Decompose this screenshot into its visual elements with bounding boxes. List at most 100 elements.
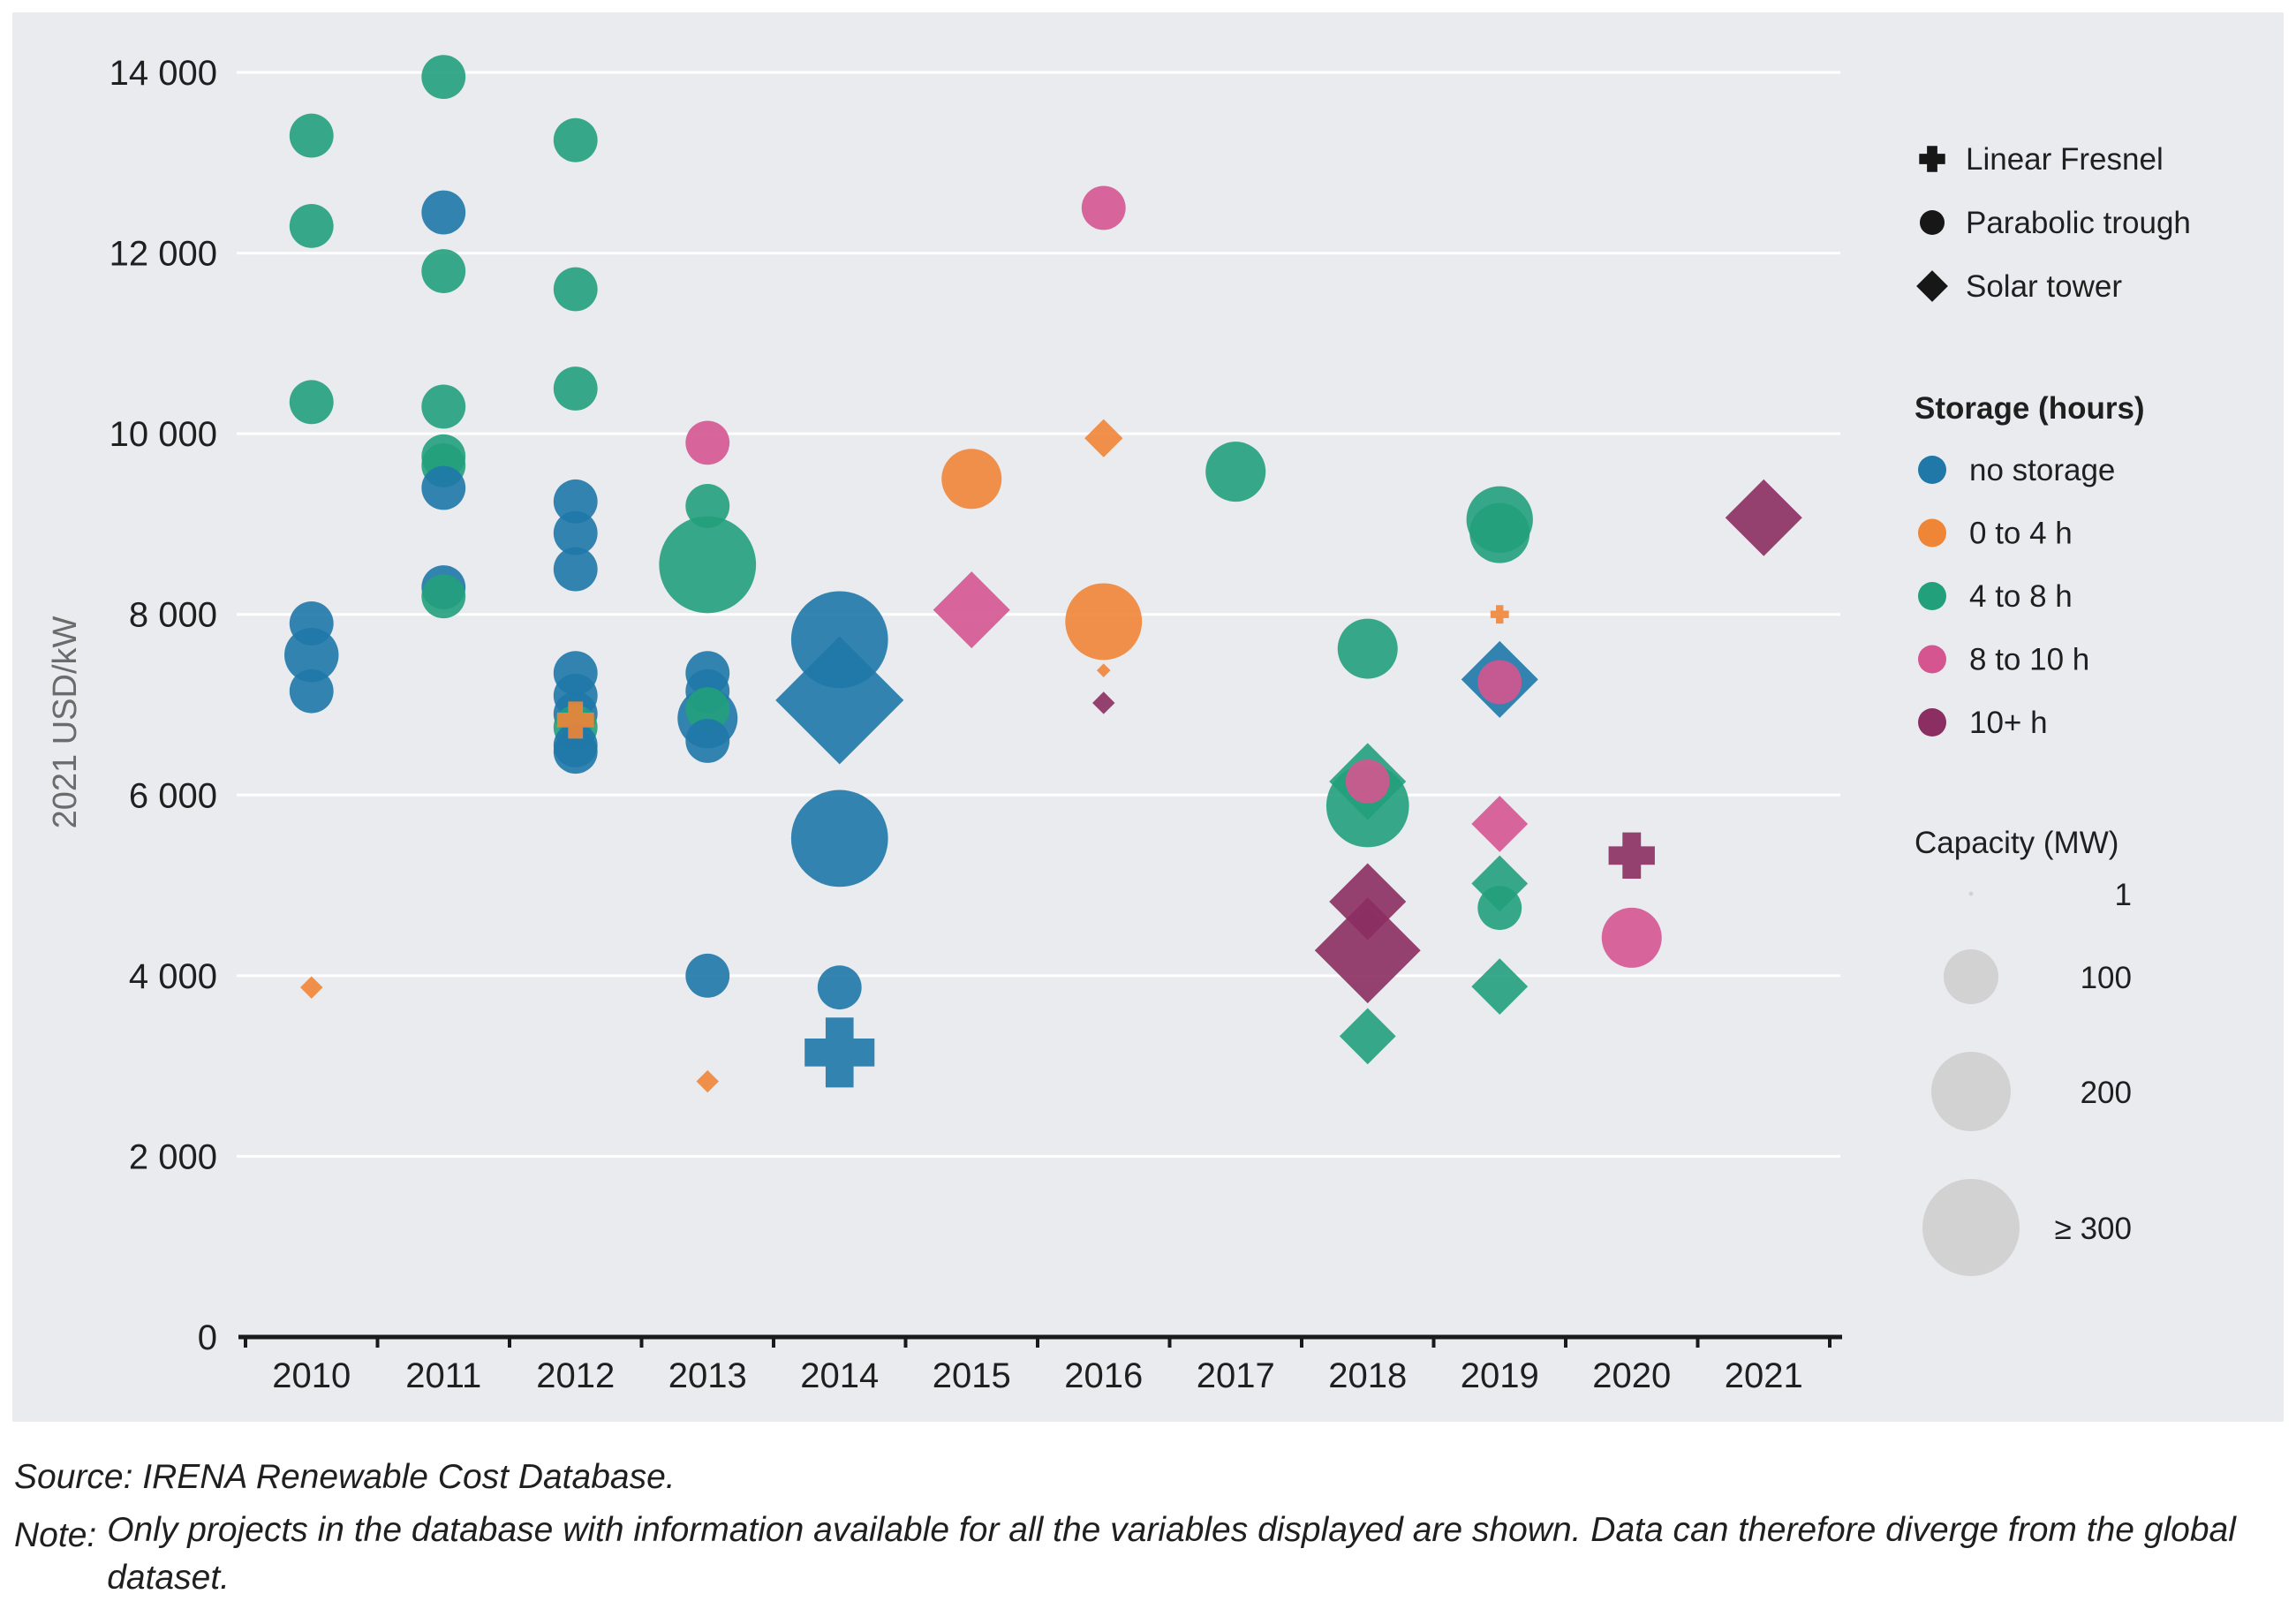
legend-storage-label: 4 to 8 h [1969, 579, 2073, 614]
data-point-trough [553, 510, 598, 555]
data-point-trough [289, 113, 334, 158]
legend-storage-label: 10+ h [1969, 706, 2048, 740]
y-tick-label: 14 000 [110, 54, 217, 93]
legend-tech-label: Linear Fresnel [1966, 142, 2164, 177]
data-point-trough [289, 601, 334, 646]
data-point-tower [300, 976, 323, 999]
y-tick-label: 4 000 [129, 957, 217, 996]
data-point-trough [421, 249, 466, 293]
data-point-trough [790, 591, 888, 689]
data-point-trough [421, 190, 466, 235]
y-tick-label: 6 000 [129, 776, 217, 815]
legend-capacity-circle [1944, 949, 1998, 1004]
data-point-tower [1092, 691, 1115, 714]
data-point-trough [685, 953, 730, 998]
data-point-trough [1081, 185, 1126, 230]
note-text: Only projects in the database with infor… [107, 1511, 2236, 1597]
note-row: Note: Only projects in the database with… [14, 1507, 2284, 1602]
x-tick-label: 2017 [1197, 1356, 1275, 1395]
y-tick-label: 2 000 [129, 1137, 217, 1176]
data-point-trough [685, 718, 730, 763]
y-tick-label: 8 000 [129, 596, 217, 635]
data-point-tower [1725, 479, 1802, 556]
data-point-trough [941, 449, 1002, 510]
legend-capacity-label: 1 [2115, 878, 2132, 912]
data-point-trough [289, 669, 334, 714]
data-point-tower [1329, 863, 1407, 940]
data-point-trough [1601, 907, 1662, 968]
x-tick-label: 2013 [668, 1356, 747, 1395]
data-point-trough [553, 547, 598, 592]
data-point-trough [1469, 502, 1530, 563]
data-point-tower [1084, 419, 1123, 457]
legend-circle-icon [1920, 210, 1945, 235]
data-point-trough [1345, 759, 1390, 804]
data-point-trough [685, 484, 730, 528]
data-point-fresnel [556, 701, 594, 739]
x-tick-label: 2019 [1461, 1356, 1539, 1395]
data-point-trough [289, 203, 334, 248]
data-point-trough [421, 574, 466, 619]
scatter-chart: 0 2 000 4 000 6 000 8 000 10 000 12 000 14 000 2… [47, 54, 2191, 1395]
x-tick-label: 2010 [272, 1356, 351, 1395]
data-point-trough [553, 729, 598, 774]
data-point-trough [421, 465, 466, 510]
data-point-trough [685, 687, 730, 732]
legend-swatch-s0_4 [1918, 518, 1946, 548]
x-tick-label: 2014 [800, 1356, 879, 1395]
data-point-trough [553, 267, 598, 312]
data-point-trough [790, 789, 888, 888]
footnotes: Source: IRENA Renewable Cost Database. N… [14, 1448, 2284, 1602]
source-line: Source: IRENA Renewable Cost Database. [14, 1458, 676, 1496]
data-point-fresnel [804, 1017, 875, 1088]
legend-diamond-icon [1916, 270, 1948, 302]
legend-capacity-circle [1922, 1179, 2020, 1276]
data-point-trough [1477, 660, 1522, 705]
data-point-tower [1096, 663, 1111, 677]
data-point-trough [553, 479, 598, 524]
legend-capacity-circle [1931, 1052, 2011, 1131]
y-tick-label: 12 000 [110, 235, 217, 274]
storage-legend-title: Storage (hours) [1915, 391, 2145, 426]
legend-storage-label: 8 to 10 h [1969, 643, 2089, 677]
legend-capacity-circle [1968, 891, 1974, 896]
legend-tech-label: Parabolic trough [1966, 206, 2191, 240]
data-point-tower [1471, 855, 1529, 912]
note-label: Note: [14, 1516, 97, 1554]
gridlines [237, 71, 1840, 1158]
data-point-tower [696, 1069, 719, 1093]
legend-swatch-s8_10 [1918, 645, 1946, 674]
data-point-tower [1314, 897, 1421, 1004]
x-tick-label: 2020 [1592, 1356, 1671, 1395]
chart-panel: 0 2 000 4 000 6 000 8 000 10 000 12 000 14 000 2… [12, 12, 2284, 1422]
data-point-trough [659, 516, 757, 614]
legend-tech-label: Solar tower [1966, 269, 2122, 304]
x-tick-label: 2015 [933, 1356, 1011, 1395]
data-marks [284, 55, 1802, 1093]
data-point-tower [775, 636, 904, 765]
data-point-trough [1477, 886, 1522, 931]
legend-storage-label: 0 to 4 h [1969, 517, 2073, 551]
data-point-trough [685, 420, 730, 465]
x-tick-label: 2018 [1328, 1356, 1407, 1395]
data-point-tower [1471, 958, 1529, 1016]
legend-capacity-label: 100 [2081, 961, 2132, 995]
legend-swatch-s10p [1918, 708, 1946, 737]
legend-capacity-label: 200 [2081, 1076, 2132, 1110]
x-tick-label: 2016 [1064, 1356, 1143, 1395]
data-point-fresnel [1490, 605, 1509, 624]
data-point-trough [1205, 442, 1266, 502]
data-point-tower [1471, 796, 1529, 852]
legend: Linear Fresnel Parabolic trough Solar towe… [1915, 142, 2191, 1276]
data-point-tower [1353, 907, 1383, 936]
legend-storage-label: no storage [1969, 453, 2115, 487]
x-tick-label: 2021 [1725, 1356, 1803, 1395]
data-point-tower [1339, 1008, 1396, 1065]
data-point-fresnel [1608, 832, 1655, 879]
legend-swatch-none [1918, 456, 1946, 484]
legend-swatch-s4_8 [1918, 582, 1946, 610]
data-point-trough [1337, 618, 1398, 679]
data-point-trough [817, 965, 862, 1010]
data-point-trough [421, 384, 466, 429]
x-tick-label: 2012 [536, 1356, 615, 1395]
